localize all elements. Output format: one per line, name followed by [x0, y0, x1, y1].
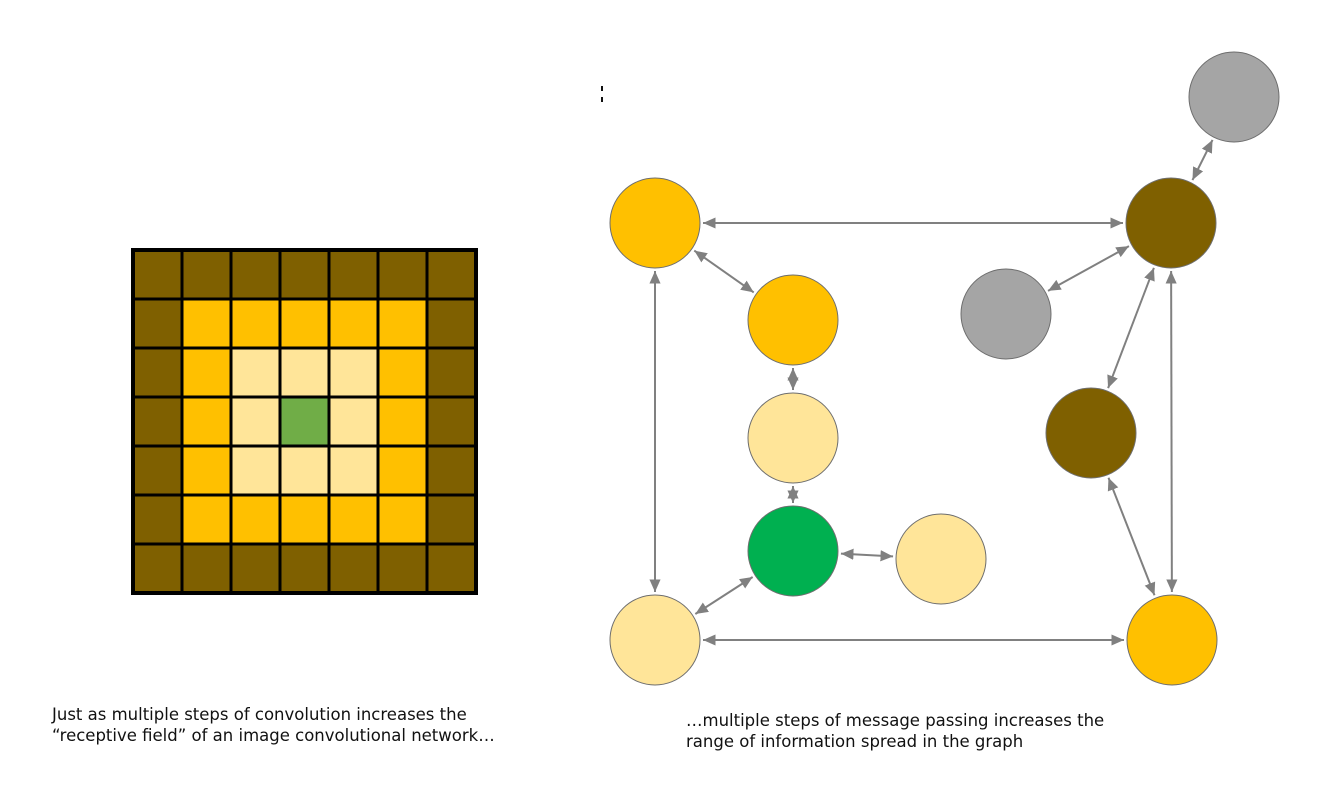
graph-edges: [649, 139, 1214, 646]
grid-cell-r1-c1: [180, 297, 233, 350]
grid-cell-r6-c4: [327, 542, 380, 595]
grid-cell-r4-c4: [327, 444, 380, 497]
node-bottom-right: [1126, 594, 1218, 686]
grid-cell-r3-c0: [131, 395, 184, 448]
node-gray-top: [1188, 51, 1280, 143]
convolution-caption-line-2: “receptive field” of an image convolutio…: [52, 726, 495, 745]
node-center: [747, 505, 839, 597]
node-right-middle: [1045, 387, 1137, 479]
grid-cell-r6-c6: [425, 542, 478, 595]
grid-cell-r6-c0: [131, 542, 184, 595]
grid-cell-r3-c1: [180, 395, 233, 448]
edge-center-to-bottom-left: [694, 576, 754, 615]
grid-cell-r2-c6: [425, 346, 478, 399]
grid-cell-r1-c0: [131, 297, 184, 350]
grid-cell-r5-c0: [131, 493, 184, 546]
edge-center-to-center-right: [840, 548, 894, 562]
grid-cell-r5-c5: [376, 493, 429, 546]
grid-cell-r2-c5: [376, 346, 429, 399]
grid-cell-r1-c4: [327, 297, 380, 350]
edge-bottom-right-to-top-right: [1165, 270, 1178, 593]
grid-cell-r4-c1: [180, 444, 233, 497]
edge-gray-left-to-top-right: [1047, 245, 1130, 292]
grid-cell-r4-c5: [376, 444, 429, 497]
grid-cell-r6-c5: [376, 542, 429, 595]
grid-cell-r5-c3: [278, 493, 331, 546]
grid-cell-r2-c2: [229, 346, 282, 399]
grid-cell-r4-c2: [229, 444, 282, 497]
grid-cell-r3-c5: [376, 395, 429, 448]
grid-border: [131, 248, 478, 595]
grid-cell-r6-c3: [278, 542, 331, 595]
grid-cell-r3-c2: [229, 395, 282, 448]
grid-cell-r5-c4: [327, 493, 380, 546]
grid-cell-r3-c4: [327, 395, 380, 448]
grid-cell-r0-c1: [180, 248, 233, 301]
message-passing-caption-line-1: …multiple steps of message passing incre…: [686, 711, 1105, 730]
node-top-right: [1125, 177, 1217, 269]
grid-cell-r4-c3: [278, 444, 331, 497]
grid-cell-r3-c3: [278, 395, 331, 448]
graph-nodes: [609, 51, 1280, 686]
edge-top-left-to-upper-middle: [693, 249, 755, 294]
grid-cell-r2-c0: [131, 346, 184, 399]
node-middle: [747, 392, 839, 484]
grid-cell-r1-c2: [229, 297, 282, 350]
grid-cell-r3-c6: [425, 395, 478, 448]
grid-cell-r1-c6: [425, 297, 478, 350]
edge-right-middle-to-top-right: [1107, 267, 1155, 389]
node-bottom-left: [609, 594, 701, 686]
message-passing-caption: …multiple steps of message passing incre…: [686, 710, 1104, 752]
node-gray-left: [960, 268, 1052, 360]
grid-cell-r1-c3: [278, 297, 331, 350]
node-top-left: [609, 177, 701, 269]
grid-cell-r0-c3: [278, 248, 331, 301]
convolution-caption: Just as multiple steps of convolution in…: [52, 704, 495, 746]
grid-cell-r2-c1: [180, 346, 233, 399]
grid-cell-r5-c1: [180, 493, 233, 546]
grid-cell-r0-c0: [131, 248, 184, 301]
grid-cell-r5-c2: [229, 493, 282, 546]
grid-cell-r4-c0: [131, 444, 184, 497]
grid-cell-r4-c6: [425, 444, 478, 497]
convolution-caption-line-1: Just as multiple steps of convolution in…: [52, 705, 467, 724]
grid-cell-r6-c2: [229, 542, 282, 595]
grid-cell-r0-c5: [376, 248, 429, 301]
grid-cell-r0-c6: [425, 248, 478, 301]
grid-cell-r0-c4: [327, 248, 380, 301]
node-upper-middle: [747, 274, 839, 366]
message-passing-caption-line-2: range of information spread in the graph: [686, 732, 1024, 751]
grid-cell-r6-c1: [180, 542, 233, 595]
grid-cell-r1-c5: [376, 297, 429, 350]
stray-mark: [601, 86, 603, 116]
edge-bottom-right-to-right-middle: [1107, 477, 1156, 596]
grid-cell-r5-c6: [425, 493, 478, 546]
edge-gray-top-to-top-right: [1191, 139, 1214, 181]
grid-cell-r2-c3: [278, 346, 331, 399]
grid-cell-r2-c4: [327, 346, 380, 399]
grid-cell-r0-c2: [229, 248, 282, 301]
node-center-right: [895, 513, 987, 605]
convolution-grid: [131, 248, 478, 595]
